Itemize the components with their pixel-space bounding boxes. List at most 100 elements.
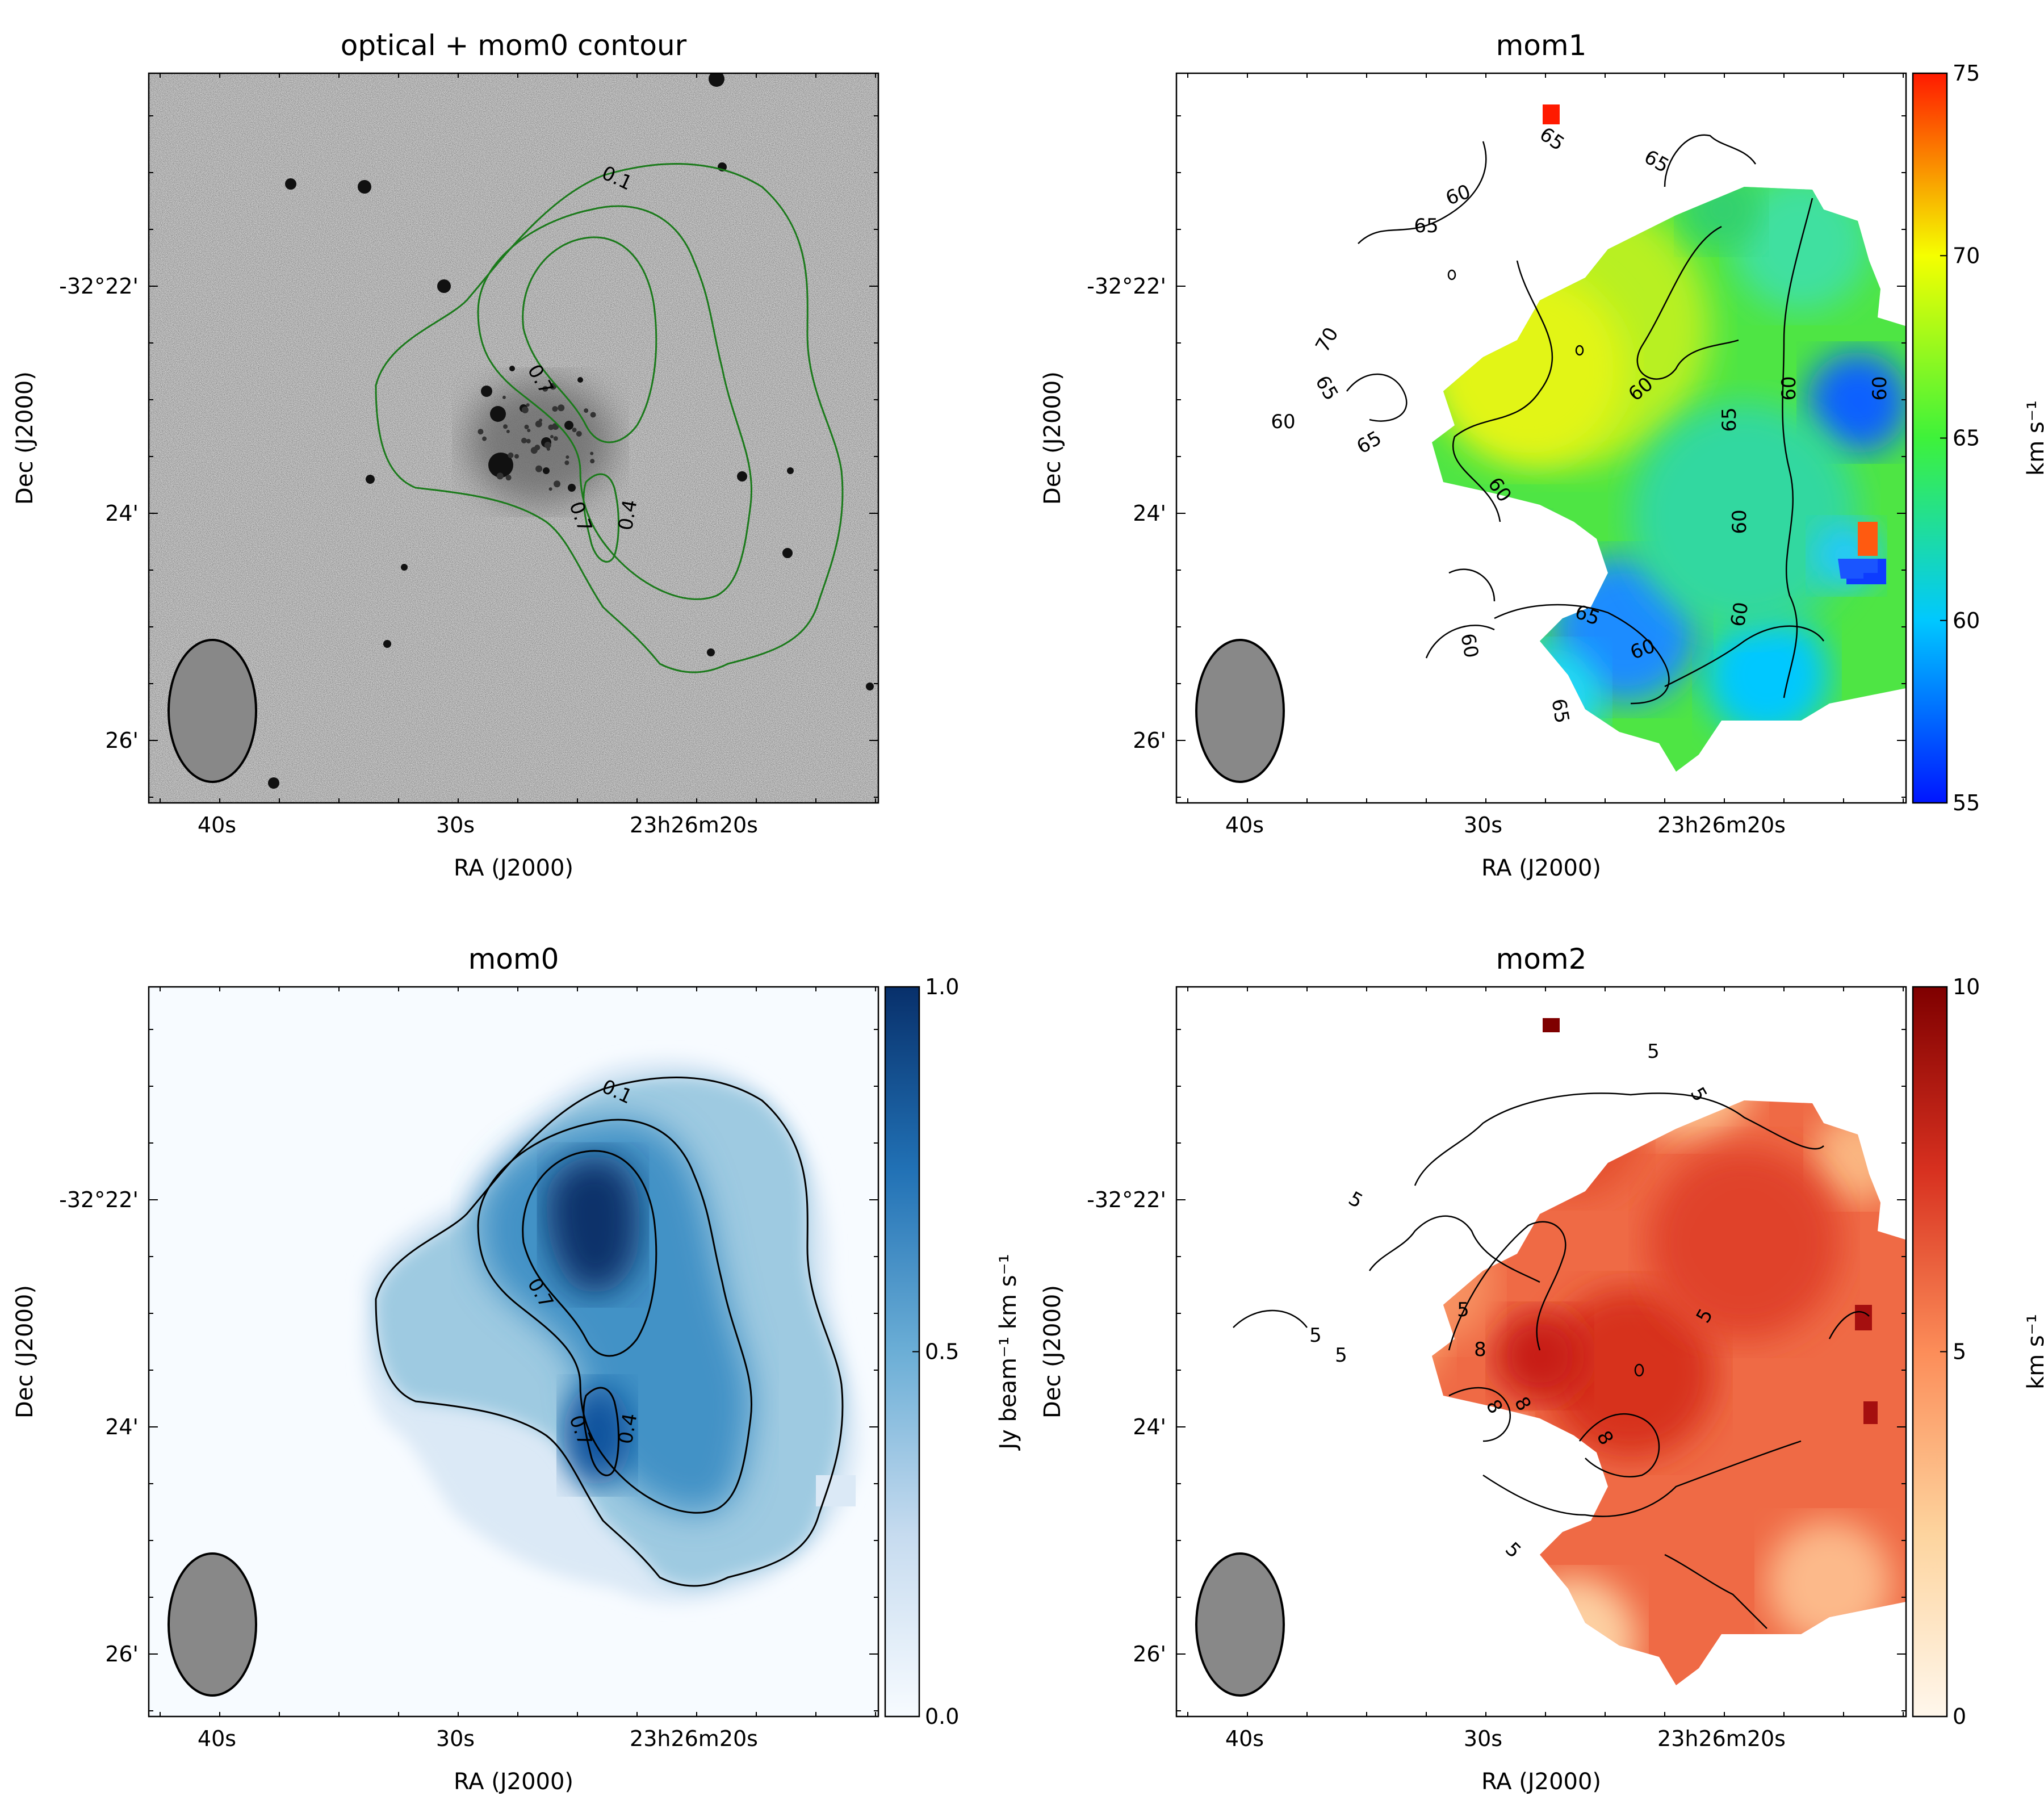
- y-axis-label: Dec (J2000): [1040, 371, 1066, 505]
- colorbar-tick-label: 0: [1953, 1704, 1966, 1729]
- colorbar-tick-label: 1.0: [925, 974, 959, 999]
- star: [490, 406, 506, 422]
- galaxy-clump: [576, 430, 582, 437]
- contour-label: 60: [1456, 631, 1482, 660]
- y-tick-label: 26': [105, 1642, 139, 1667]
- mom0-field: [362, 1058, 860, 1604]
- colorbar-tick-label: 10: [1953, 974, 1980, 999]
- contour-line: [1425, 625, 1495, 659]
- contour-line: [1447, 269, 1456, 280]
- contour-line: [1494, 604, 1670, 705]
- contour-line: [522, 236, 657, 443]
- panel-mom1: 40s 30s 23h26m20s -32°22' 24' 26' RA (J2000) De…: [1040, 29, 2044, 881]
- contour-line: [1579, 1413, 1660, 1477]
- pixel-patch: [1858, 522, 1878, 556]
- colorbar-tick-label: 5: [1953, 1339, 1966, 1364]
- x-tick-label: 23h26m20s: [1657, 813, 1786, 838]
- contour-line: [375, 163, 844, 673]
- star: [782, 548, 793, 558]
- x-axis-label: RA (J2000): [454, 855, 573, 881]
- galaxy-clump: [584, 408, 589, 413]
- galaxy-clump: [566, 455, 569, 459]
- colorbar-label: Jy beam⁻¹ km s⁻¹: [995, 1254, 1021, 1451]
- panel-mom2: 40s 30s 23h26m20s -32°22' 24' 26' RA (J2000) De…: [1040, 943, 2044, 1795]
- galaxy-clump: [502, 395, 506, 399]
- galaxy-clump: [524, 424, 529, 429]
- contour-label: 0.4: [614, 498, 642, 532]
- x-tick-label: 23h26m20s: [630, 813, 758, 838]
- velocity-blob: [1631, 403, 1858, 630]
- galaxy-clump: [590, 459, 595, 464]
- galaxy-clump: [544, 441, 551, 449]
- contour-label: 5: [1457, 1299, 1469, 1321]
- contour-label: 5: [1309, 1324, 1322, 1347]
- galaxy-clump: [508, 452, 514, 458]
- contour-label: 5: [1335, 1344, 1347, 1367]
- y-tick-label: 24': [105, 501, 139, 526]
- colorbar-tick-label: 0.5: [925, 1339, 959, 1364]
- galaxy-glow: [467, 380, 614, 505]
- colorbar-label: km s⁻¹: [2023, 400, 2044, 476]
- axes-frame: [148, 72, 879, 804]
- star: [709, 73, 724, 87]
- beam-ellipse: [167, 639, 257, 783]
- contour-line: [583, 473, 619, 563]
- contour-label: 0.4: [614, 1412, 642, 1446]
- galaxy-clump: [564, 460, 569, 465]
- galaxy-clump: [558, 404, 565, 412]
- beam-ellipse: [1195, 639, 1285, 783]
- star: [866, 683, 874, 690]
- contour-label: 65: [1547, 697, 1573, 725]
- galaxy-clump: [535, 465, 543, 472]
- pixel-patch: [1543, 1018, 1560, 1032]
- galaxy-clump: [548, 487, 552, 491]
- contour-label: 60: [1778, 376, 1800, 400]
- star: [564, 421, 573, 430]
- contour-label: 60: [1869, 376, 1891, 400]
- contour-line: [522, 1150, 657, 1357]
- galaxy-clump: [539, 418, 543, 422]
- galaxy-clump: [552, 406, 558, 412]
- star: [285, 178, 296, 190]
- star: [437, 279, 451, 293]
- galaxy-clump: [550, 435, 554, 438]
- star: [568, 484, 576, 492]
- galaxy-clump: [521, 406, 529, 413]
- panel-title: mom2: [1496, 943, 1587, 976]
- galaxy-clump: [482, 436, 487, 441]
- y-tick-label: -32°22': [59, 1187, 139, 1212]
- tick-marks: [1176, 73, 1906, 803]
- velocity-blob: [1704, 613, 1829, 738]
- contour-label: 8: [1474, 1338, 1486, 1361]
- galaxy-clump: [553, 436, 558, 441]
- y-tick-label: 26': [105, 728, 139, 753]
- galaxy-clump: [554, 480, 561, 488]
- contour-label: 60: [1728, 509, 1751, 534]
- galaxy-clump: [521, 437, 527, 443]
- contour-line: [1448, 568, 1496, 602]
- panel-mom0: 40s 30s 23h26m20s -32°22' 24' 26' RA (J2000) De…: [12, 943, 1021, 1795]
- panel-title: mom1: [1496, 29, 1587, 62]
- contour-label: 60: [1727, 600, 1753, 629]
- beam-ellipse: [167, 1552, 257, 1697]
- y-tick-label: 26': [1133, 1642, 1166, 1667]
- contour-line: [1664, 134, 1757, 187]
- x-axis-label: RA (J2000): [454, 1769, 573, 1795]
- panel-title: optical + mom0 contour: [341, 29, 687, 62]
- x-tick-label: 30s: [436, 813, 475, 838]
- tick-marks: [149, 73, 878, 803]
- axes-frame: [1175, 72, 1907, 804]
- y-axis-label: Dec (J2000): [12, 371, 38, 505]
- emission-level-2: [478, 1120, 752, 1513]
- galaxy-clump: [506, 429, 510, 433]
- star: [787, 467, 794, 474]
- contour-label: 5: [1647, 1040, 1660, 1063]
- colorbar-label: km s⁻¹: [2023, 1314, 2044, 1389]
- y-axis-label: Dec (J2000): [1040, 1285, 1066, 1418]
- star: [543, 467, 550, 474]
- y-tick-label: 24': [105, 1414, 139, 1439]
- emission-secondary-peak: [563, 1384, 631, 1487]
- pixel-patch: [1863, 1401, 1878, 1424]
- contour-line: [1636, 225, 1739, 380]
